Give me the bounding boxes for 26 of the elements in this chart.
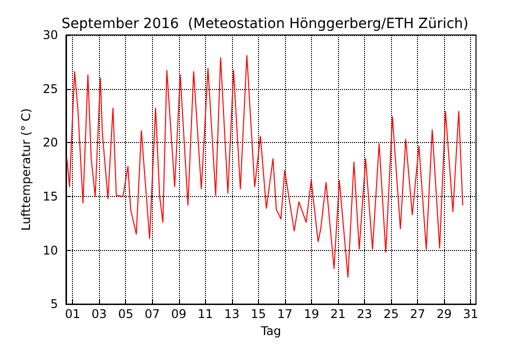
x-tick-label: 19 <box>304 307 320 322</box>
x-tick-label: 27 <box>410 307 426 322</box>
y-axis-title: Lufttemperatur (° C) <box>18 108 33 231</box>
y-tick-label: 15 <box>42 189 58 204</box>
x-tick-label: 11 <box>198 307 213 322</box>
chart-title: September 2016 (Meteostation Hönggerberg/ETH Zürich) <box>61 16 469 32</box>
x-tick-label: 15 <box>250 307 266 322</box>
y-tick-label: 10 <box>42 243 58 258</box>
x-axis-title: Tag <box>260 324 282 338</box>
x-tick-label: 21 <box>330 307 346 322</box>
y-tick-label: 20 <box>42 136 58 150</box>
x-tick-label: 05 <box>118 307 134 322</box>
y-tick-label: 30 <box>42 28 58 42</box>
x-tick-label: 23 <box>356 307 372 322</box>
x-tick-label: 25 <box>383 307 399 322</box>
y-tick-label: 25 <box>42 82 58 96</box>
y-tick-label: 5 <box>50 297 58 312</box>
x-tick-label: 31 <box>463 307 478 322</box>
x-tick-label: 07 <box>144 307 160 322</box>
x-tick-label: 01 <box>64 307 80 322</box>
x-tick-label: 09 <box>171 307 186 322</box>
x-tick-label: 29 <box>436 307 452 322</box>
x-tick-label: 03 <box>92 307 107 322</box>
line-series <box>66 54 464 278</box>
x-tick-label: 13 <box>224 307 240 322</box>
x-tick-label: 17 <box>277 307 293 322</box>
